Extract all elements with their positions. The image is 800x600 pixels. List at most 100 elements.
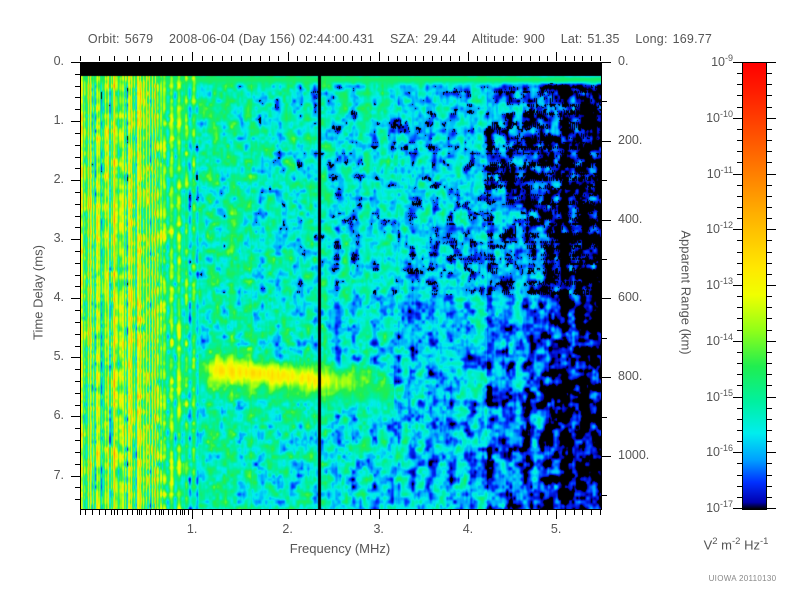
x-axis-minor-tick (441, 510, 443, 515)
x-axis-minor-tick (520, 510, 522, 515)
colorbar-tick-label: 10-10 (673, 109, 733, 125)
x-axis-minor-tick (250, 510, 252, 515)
colorbar-minor-tick-right (767, 240, 772, 242)
x-axis-top-minor-tick (351, 56, 353, 61)
x-axis-minor-tick (512, 510, 514, 515)
header-field-lat: Lat: 51.35 (561, 32, 624, 46)
colorbar-major-tick-right (767, 62, 776, 63)
x-axis-top-minor-tick (547, 56, 549, 61)
x-axis-minor-tick (231, 510, 233, 515)
colorbar-minor-tick (737, 151, 742, 153)
x-axis-minor-tick (80, 510, 81, 515)
x-axis-top-minor-tick (221, 56, 223, 61)
colorbar-minor-tick-right (767, 318, 772, 320)
x-axis-minor-tick (171, 510, 173, 515)
colorbar-tick-mantissa: 10 (711, 55, 725, 70)
colorbar-major-tick-right (767, 117, 776, 119)
x-axis-minor-tick (111, 510, 113, 515)
x-axis-top-major-tick (467, 52, 469, 61)
colorbar-unit-exponent-1: -2 (732, 536, 741, 547)
colorbar-minor-tick-right (767, 195, 772, 197)
x-axis-minor-tick (116, 510, 118, 515)
colorbar-minor-tick-right (767, 206, 772, 208)
x-axis-major-tick (467, 510, 469, 519)
x-axis-minor-tick (158, 510, 160, 515)
header-field-sza: SZA: 29.44 (390, 32, 460, 46)
header-value-sza: 29.44 (423, 32, 456, 46)
header-field-orbit: Orbit: 5679 (88, 32, 157, 46)
colorbar-minor-tick-right (767, 307, 772, 309)
x-axis-minor-tick (459, 510, 461, 515)
colorbar-tick-exponent: -10 (719, 108, 733, 119)
y-axis-left-minor-tick (75, 404, 80, 406)
header-label-sza: SZA: (390, 32, 419, 46)
colorbar-unit-exponent-0: 2 (712, 536, 718, 547)
y-axis-right-tick-label: 1000. (618, 447, 650, 462)
colorbar-tick-exponent: -17 (719, 499, 733, 509)
colorbar-minor-tick (737, 128, 742, 130)
colorbar-major-tick (733, 396, 742, 398)
x-axis-minor-tick (188, 510, 190, 515)
colorbar-major-tick-right (767, 508, 776, 509)
colorbar-tick-label: 10-14 (673, 332, 733, 348)
colorbar-minor-tick-right (767, 218, 772, 220)
y-axis-left-minor-tick (75, 310, 80, 312)
colorbar-minor-tick (737, 140, 742, 142)
y-axis-left-minor-tick (75, 168, 80, 170)
x-axis-top-minor-tick (441, 56, 443, 61)
x-axis-minor-tick (175, 510, 177, 515)
colorbar-minor-tick (737, 374, 742, 376)
y-axis-left-minor-tick (75, 97, 80, 99)
x-axis-top-minor-tick (278, 56, 280, 61)
x-axis-major-tick (192, 510, 194, 519)
x-axis-minor-tick (163, 510, 165, 515)
y-axis-left-minor-tick (75, 85, 80, 87)
colorbar-minor-tick (737, 474, 742, 476)
x-axis-top-minor-tick (414, 56, 416, 61)
colorbar-major-tick-right (767, 285, 776, 286)
colorbar-major-tick (733, 285, 742, 286)
x-axis-top-minor-tick (202, 56, 204, 61)
y-axis-left-tick-label: 0. (53, 54, 64, 68)
y-axis-left-minor-tick (75, 440, 80, 442)
y-axis-left-minor-tick (75, 203, 80, 205)
colorbar-minor-tick (737, 329, 742, 331)
x-axis-minor-tick (529, 510, 531, 515)
x-axis-top-minor-tick (582, 56, 584, 61)
colorbar-minor-tick (737, 407, 742, 409)
x-axis-top-minor-tick (250, 56, 252, 61)
colorbar-minor-tick (737, 184, 742, 186)
x-axis-top-minor-tick (591, 56, 593, 61)
colorbar-minor-tick (737, 95, 742, 97)
colorbar-minor-tick (737, 485, 742, 487)
colorbar-major-tick (733, 452, 742, 454)
x-axis-minor-tick (538, 510, 540, 515)
y-axis-left-minor-tick (75, 262, 80, 264)
x-axis-tick-label: 5. (550, 522, 562, 536)
x-axis-minor-tick (145, 510, 147, 515)
x-axis-major-tick (556, 510, 558, 519)
colorbar-tick-label: 10-16 (673, 443, 733, 459)
x-axis-minor-tick (324, 510, 326, 515)
x-axis-top-minor-tick (127, 56, 128, 61)
x-axis-top-minor-tick (360, 56, 362, 61)
x-axis-tick-label: 4. (462, 522, 474, 536)
y-axis-left-minor-tick (75, 274, 80, 276)
x-axis-minor-tick (582, 510, 584, 515)
header-value-orbit: 5679 (124, 32, 154, 46)
colorbar-minor-tick-right (767, 429, 772, 431)
colorbar-minor-tick-right (767, 151, 772, 153)
y-axis-left-minor-tick (75, 463, 80, 465)
colorbar-major-tick-right (767, 340, 776, 342)
colorbar-tick-mantissa: 10 (706, 445, 720, 460)
y-axis-right-tick-label: 200. (618, 132, 643, 147)
y-axis-left-tick-label: 5. (53, 349, 64, 364)
x-axis-minor-tick (432, 510, 434, 515)
colorbar-tick-exponent: -13 (719, 276, 733, 286)
x-axis-minor-tick (573, 510, 575, 515)
colorbar-minor-tick-right (767, 184, 772, 186)
y-axis-right-minor-tick (602, 495, 607, 497)
y-axis-left-minor-tick (75, 321, 80, 323)
y-axis-left-minor-tick (75, 144, 80, 146)
y-axis-left-minor-tick (75, 333, 80, 335)
